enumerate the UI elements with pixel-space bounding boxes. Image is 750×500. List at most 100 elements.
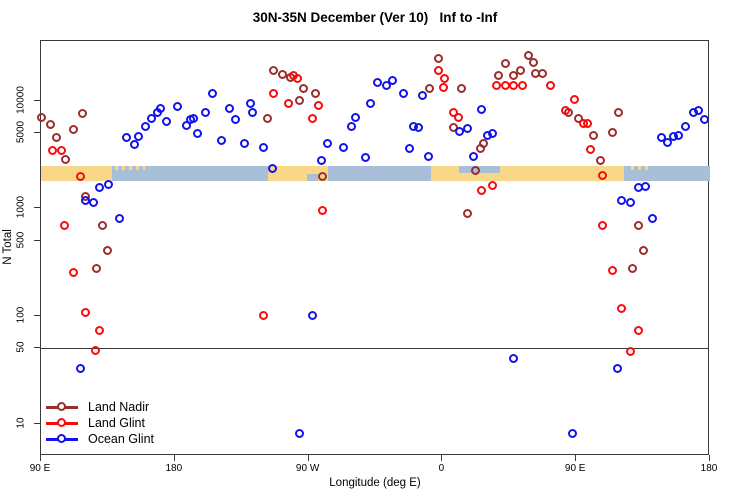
y-tick-label: 10	[15, 417, 27, 429]
data-point-ocean-glint	[700, 115, 710, 125]
data-point-ocean-glint	[322, 138, 332, 148]
data-point-ocean-glint	[141, 121, 151, 131]
data-point-land-nadir	[425, 83, 435, 93]
y-tick-label: 1000	[15, 196, 27, 219]
data-point-land-glint	[597, 170, 607, 180]
data-point-land-glint	[95, 326, 105, 336]
data-point-land-nadir	[263, 113, 273, 123]
data-point-ocean-glint	[316, 156, 326, 166]
y-tick-mark	[34, 132, 40, 134]
data-point-ocean-glint	[307, 310, 317, 320]
data-point-ocean-glint	[224, 103, 234, 113]
data-point-ocean-glint	[417, 90, 427, 100]
data-point-land-glint	[68, 267, 78, 277]
x-tick-label: 0	[438, 463, 445, 474]
data-point-ocean-glint	[200, 107, 210, 117]
data-point-land-glint	[284, 98, 294, 108]
data-point-land-nadir	[501, 58, 511, 68]
data-point-ocean-glint	[640, 181, 650, 191]
data-point-land-nadir	[98, 220, 108, 230]
data-point-land-nadir	[299, 83, 309, 93]
data-point-ocean-glint	[76, 364, 86, 374]
data-point-ocean-glint	[568, 428, 578, 438]
data-point-land-nadir	[608, 127, 618, 137]
data-point-land-glint	[76, 171, 86, 181]
x-tick-label: 180	[700, 463, 718, 474]
data-point-ocean-glint	[217, 135, 227, 145]
data-point-land-glint	[59, 220, 69, 230]
data-point-ocean-glint	[134, 131, 144, 141]
data-point-ocean-glint	[147, 113, 157, 123]
data-point-land-nadir	[475, 143, 485, 153]
data-point-land-nadir	[456, 83, 466, 93]
data-point-land-glint	[487, 181, 497, 191]
legend-circle-icon	[57, 434, 66, 443]
plot-area	[37, 40, 710, 455]
data-point-ocean-glint	[245, 98, 255, 108]
data-point-land-nadir	[77, 108, 87, 118]
data-point-ocean-glint	[95, 182, 105, 192]
data-point-ocean-glint	[258, 142, 268, 152]
data-point-ocean-glint	[663, 138, 673, 148]
data-point-ocean-glint	[626, 198, 636, 208]
data-point-ocean-glint	[612, 364, 622, 374]
data-point-ocean-glint	[122, 133, 132, 143]
legend-label: Land Nadir	[88, 400, 150, 414]
legend-marker-icon	[46, 418, 78, 428]
y-tick-mark	[34, 99, 40, 101]
y-tick-label: 5000	[15, 121, 27, 144]
data-point-ocean-glint	[462, 123, 472, 133]
data-point-ocean-glint	[104, 179, 114, 189]
data-point-land-glint	[440, 73, 450, 83]
x-axis-label: Longitude (deg E)	[329, 477, 421, 489]
y-tick-mark	[34, 315, 40, 317]
data-point-land-glint	[585, 144, 595, 154]
data-point-land-nadir	[52, 133, 62, 143]
data-point-land-glint	[453, 112, 463, 122]
data-point-land-nadir	[538, 69, 548, 79]
data-point-ocean-glint	[657, 132, 667, 142]
legend-item: Ocean Glint	[46, 431, 154, 447]
data-point-ocean-glint	[156, 103, 166, 113]
x-tick-mark	[173, 455, 175, 461]
x-tick-label: 90 E	[29, 463, 51, 474]
data-point-ocean-glint	[382, 80, 392, 90]
band-segment-ocean	[112, 165, 269, 181]
y-tick-label: 10000	[15, 85, 27, 114]
data-point-land-glint	[633, 325, 643, 335]
data-point-ocean-glint	[267, 163, 277, 173]
data-point-land-glint	[517, 80, 527, 90]
data-point-land-glint	[80, 307, 90, 317]
x-tick-mark	[709, 455, 710, 461]
legend-label: Ocean Glint	[88, 432, 155, 446]
y-axis-label: N Total	[2, 229, 14, 265]
data-point-land-nadir	[318, 171, 328, 181]
data-point-ocean-glint	[477, 104, 487, 114]
data-point-ocean-glint	[413, 122, 423, 132]
data-point-ocean-glint	[239, 139, 249, 149]
data-point-ocean-glint	[373, 77, 383, 87]
x-tick-label: 180	[165, 463, 183, 474]
data-point-ocean-glint	[80, 195, 90, 205]
x-tick-mark	[441, 455, 443, 461]
x-tick-mark	[575, 455, 577, 461]
data-point-land-glint	[617, 304, 627, 314]
data-point-land-nadir	[269, 65, 279, 75]
data-points-layer	[37, 41, 710, 454]
data-point-land-glint	[582, 118, 592, 128]
data-point-land-glint	[560, 105, 570, 115]
data-point-land-nadir	[588, 131, 598, 141]
data-point-ocean-glint	[681, 121, 691, 131]
y-tick-mark	[34, 207, 40, 209]
legend-marker-icon	[46, 434, 78, 444]
y-tick-label: 500	[15, 231, 27, 249]
data-point-land-nadir	[508, 70, 518, 80]
x-tick-mark	[40, 455, 41, 461]
data-point-ocean-glint	[346, 121, 356, 131]
data-point-ocean-glint	[230, 115, 240, 125]
data-point-land-nadir	[37, 113, 47, 123]
data-point-land-nadir	[523, 51, 533, 61]
data-point-land-glint	[569, 94, 579, 104]
data-point-ocean-glint	[114, 213, 124, 223]
